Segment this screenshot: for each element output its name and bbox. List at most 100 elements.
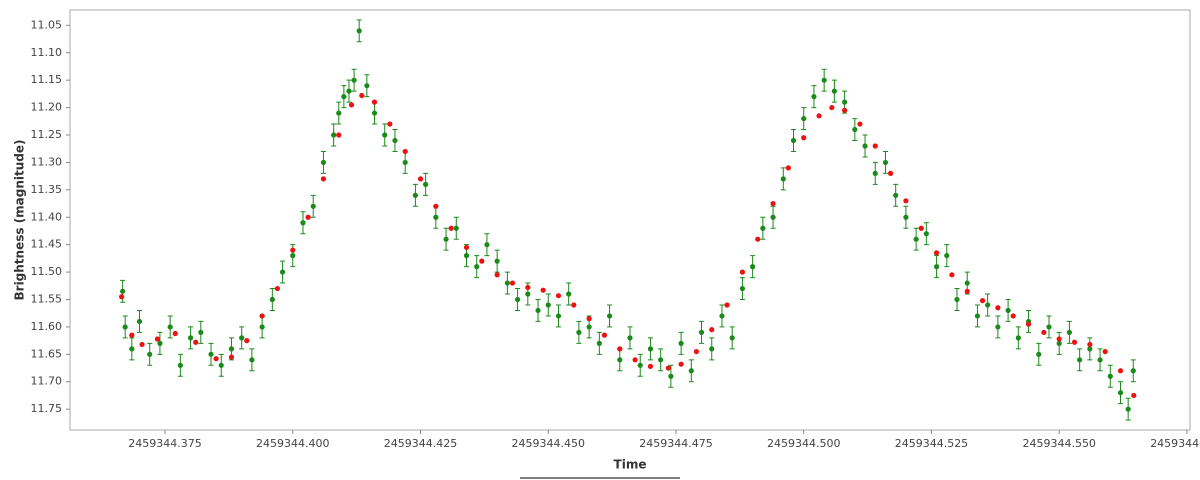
model-point: [755, 236, 761, 242]
observation-point: [760, 225, 766, 231]
observation-point: [698, 329, 705, 336]
observation-point: [504, 280, 510, 286]
model-point: [1010, 313, 1016, 319]
observation-point: [300, 220, 306, 226]
model-point: [479, 258, 485, 264]
observation-point: [371, 110, 378, 116]
model-point: [841, 107, 848, 113]
observation-point: [1066, 329, 1073, 336]
observation-point: [964, 280, 970, 286]
observation-point: [821, 77, 827, 83]
observation-point: [606, 313, 613, 319]
observation-point: [259, 324, 265, 330]
observation-point: [566, 291, 572, 297]
observation-point: [841, 99, 848, 105]
x-tick-label: 2459344.425: [384, 437, 457, 450]
observation-point: [831, 88, 837, 94]
observation-point: [423, 181, 429, 187]
observation-point: [933, 264, 940, 270]
observation-point: [484, 242, 490, 248]
y-tick-label: 11.60: [31, 320, 63, 333]
x-axis-label: Time: [614, 458, 647, 472]
model-point: [872, 143, 878, 149]
observation-point: [167, 324, 173, 330]
model-point: [525, 284, 531, 291]
observation-point: [750, 264, 756, 270]
observation-point: [218, 362, 224, 368]
y-tick-label: 11.05: [31, 18, 63, 31]
observation-point: [356, 28, 362, 34]
model-point: [1131, 392, 1137, 399]
observation-point: [709, 346, 715, 352]
observation-point: [811, 94, 817, 100]
model-point: [1087, 341, 1093, 348]
model-point: [555, 293, 562, 299]
observation-point: [187, 335, 194, 341]
observation-point: [627, 335, 633, 341]
x-tick-label: 2459344.575: [1150, 437, 1200, 450]
observation-point: [678, 340, 684, 346]
y-axis-label: Brightness (magnitude): [13, 139, 27, 300]
observation-point: [729, 335, 735, 341]
model-point: [632, 357, 638, 363]
observation-point: [198, 329, 204, 336]
model-point: [724, 302, 730, 308]
observation-point: [320, 159, 327, 166]
observation-point: [136, 318, 143, 325]
y-tick-label: 11.75: [31, 402, 63, 415]
y-tick-label: 11.15: [31, 73, 63, 86]
plot-area: [69, 9, 1191, 431]
observation-point: [637, 362, 643, 368]
model-point: [348, 102, 355, 108]
model-point: [1102, 348, 1108, 355]
observation-point: [596, 340, 602, 346]
observation-point: [1005, 307, 1011, 314]
observation-point: [923, 231, 929, 237]
observation-point: [310, 203, 316, 209]
observation-point: [739, 285, 746, 292]
model-point: [647, 363, 654, 369]
model-point: [228, 354, 235, 360]
observation-point: [351, 77, 357, 83]
model-point: [586, 316, 592, 322]
model-point: [448, 225, 454, 231]
observation-point: [453, 225, 459, 231]
observation-point: [269, 296, 275, 303]
model-point: [387, 121, 393, 127]
model-point: [371, 99, 378, 105]
model-point: [933, 250, 940, 256]
model-point: [119, 294, 125, 300]
observation-point: [903, 214, 909, 220]
model-point: [320, 176, 327, 182]
observation-point: [913, 236, 919, 242]
model-point: [274, 285, 281, 292]
model-point: [801, 135, 807, 141]
y-tick-label: 11.55: [31, 293, 63, 306]
model-point: [857, 121, 863, 127]
model-point: [139, 341, 145, 348]
observation-point: [331, 132, 337, 138]
model-point: [739, 269, 746, 275]
model-point: [463, 244, 470, 251]
observation-point: [1125, 406, 1131, 412]
y-tick-label: 11.25: [31, 128, 63, 141]
model-point: [709, 327, 715, 333]
y-tick-label: 11.10: [31, 46, 63, 59]
model-point: [693, 348, 700, 355]
observation-point: [995, 324, 1001, 330]
observation-point: [279, 269, 286, 275]
observation-point: [402, 159, 408, 166]
model-point: [359, 92, 365, 99]
y-tick-label: 11.50: [31, 265, 63, 278]
model-point: [290, 247, 296, 253]
observation-point: [1015, 335, 1021, 341]
model-point: [154, 336, 160, 342]
model-point: [665, 365, 671, 371]
observation-point: [617, 357, 623, 363]
model-point: [1025, 321, 1032, 327]
observation-point: [514, 296, 521, 303]
model-point: [259, 313, 265, 319]
observation-point: [177, 362, 183, 368]
model-point: [964, 288, 970, 294]
observation-point: [555, 313, 562, 319]
